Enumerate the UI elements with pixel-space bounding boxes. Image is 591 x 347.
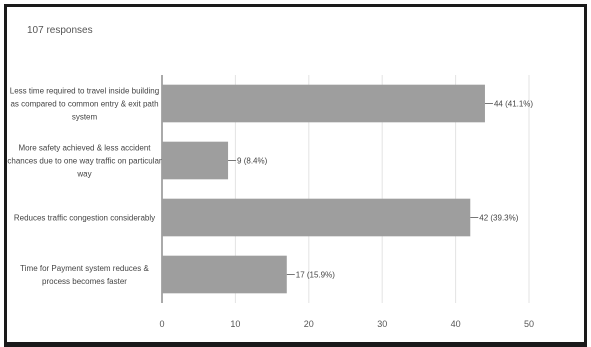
bar — [162, 198, 471, 237]
bar-chart: 0 10 20 30 40 50 44 (41.1%) 9 (8.4%) 42 (39.3%) 1… — [159, 75, 534, 329]
bar — [162, 255, 287, 294]
bar — [162, 84, 485, 123]
category-label: Time for Payment system reduces & proces… — [20, 263, 149, 286]
response-count: 107 responses — [27, 25, 93, 36]
category-label: More safety achieved & less accident cha… — [7, 143, 162, 178]
x-tick-label: 30 — [377, 319, 387, 329]
x-tick-label: 50 — [524, 319, 534, 329]
category-label: Less time required to travel inside buil… — [9, 86, 160, 121]
x-tick-label: 20 — [304, 319, 314, 329]
data-label: 42 (39.3%) — [479, 214, 518, 223]
data-label: 17 (15.9%) — [296, 271, 335, 280]
category-label: Reduces traffic congestion considerably — [13, 213, 156, 222]
data-label: 44 (41.1%) — [494, 100, 533, 109]
chart-card: 107 responses 0 10 20 30 40 50 44 (41.1%) 9 (8.… — [4, 4, 587, 347]
x-tick-label: 40 — [451, 319, 461, 329]
x-tick-label: 10 — [230, 319, 240, 329]
bar — [162, 141, 229, 180]
data-label: 9 (8.4%) — [237, 157, 268, 166]
x-tick-label: 0 — [159, 319, 164, 329]
